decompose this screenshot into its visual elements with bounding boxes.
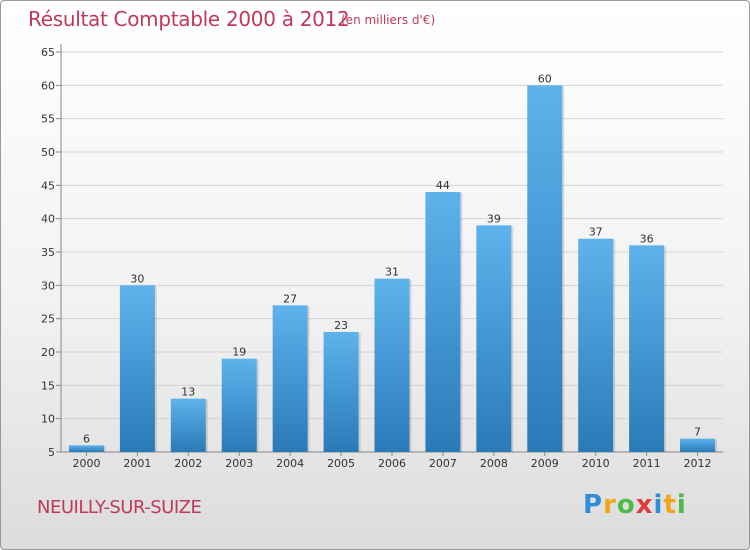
x-tick-label: 2010 [582, 457, 610, 470]
y-tick-label: 35 [41, 246, 55, 259]
data-label: 6 [83, 432, 90, 445]
x-tick-label: 2005 [327, 457, 355, 470]
x-tick-label: 2003 [225, 457, 253, 470]
logo-letter: o [616, 490, 636, 520]
y-tick-label: 30 [41, 279, 55, 292]
logo-letter: r [603, 490, 617, 520]
y-tick-label: 10 [41, 413, 55, 426]
logo-letter: i [676, 490, 687, 520]
bar [119, 285, 155, 452]
bar [629, 245, 665, 452]
chart-title: Résultat Comptable 2000 à 2012 [28, 7, 350, 31]
bar [170, 398, 206, 452]
bar [68, 445, 104, 452]
data-label: 30 [130, 272, 144, 285]
bar [323, 332, 359, 452]
x-tick-label: 2009 [531, 457, 559, 470]
x-tick-label: 2012 [684, 457, 712, 470]
y-tick-label: 20 [41, 346, 55, 359]
chart-subtitle: (en milliers d'€) [341, 13, 436, 27]
logo-letter: P [583, 490, 604, 520]
x-tick-label: 2008 [480, 457, 508, 470]
data-label: 44 [436, 179, 450, 192]
y-tick-label: 45 [41, 179, 55, 192]
y-tick-label: 55 [41, 113, 55, 126]
x-tick-label: 2007 [429, 457, 457, 470]
data-label: 60 [538, 72, 552, 85]
logo-letter: t [663, 490, 677, 520]
bar [374, 278, 410, 452]
x-tick-label: 2000 [72, 457, 100, 470]
data-label: 23 [334, 319, 348, 332]
logo-letter: i [653, 490, 664, 520]
y-tick-label: 65 [41, 46, 55, 59]
x-tick-label: 2011 [633, 457, 661, 470]
y-tick-label: 50 [41, 146, 55, 159]
y-tick-label: 60 [41, 79, 55, 92]
data-label: 7 [694, 426, 701, 439]
y-tick-label: 25 [41, 313, 55, 326]
y-tick-label: 15 [41, 379, 55, 392]
x-tick-label: 2006 [378, 457, 406, 470]
data-label: 39 [487, 212, 501, 225]
x-tick-label: 2001 [123, 457, 151, 470]
y-tick-label: 5 [48, 446, 55, 459]
x-tick-label: 2004 [276, 457, 304, 470]
y-tick-label: 40 [41, 213, 55, 226]
proxiti-logo: Proxiti [583, 490, 687, 520]
bar [476, 225, 512, 452]
bar [578, 238, 614, 452]
logo-letter: x [635, 490, 654, 520]
data-label: 37 [589, 226, 603, 239]
data-label: 31 [385, 266, 399, 279]
data-label: 13 [181, 386, 195, 399]
bar [272, 305, 308, 452]
commune-name: NEUILLY-SUR-SUIZE [37, 497, 202, 518]
x-tick-label: 2002 [174, 457, 202, 470]
bar [425, 192, 461, 452]
bar [221, 358, 257, 452]
bar [527, 85, 563, 452]
bar [680, 438, 716, 452]
data-label: 27 [283, 292, 297, 305]
data-label: 19 [232, 346, 246, 359]
data-label: 36 [640, 232, 654, 245]
